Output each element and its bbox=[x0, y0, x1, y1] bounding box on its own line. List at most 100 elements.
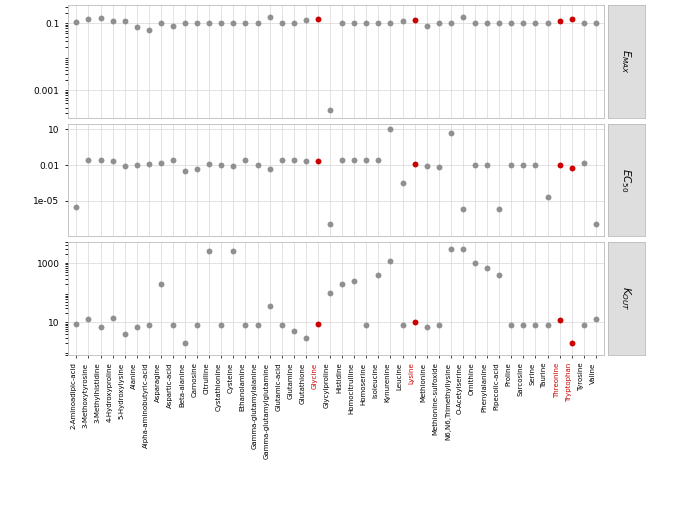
Point bbox=[373, 271, 384, 279]
Point bbox=[301, 157, 312, 165]
Point bbox=[481, 18, 492, 26]
Point bbox=[385, 257, 396, 265]
Text: $K_{OUT}$: $K_{OUT}$ bbox=[619, 286, 634, 311]
Point bbox=[397, 321, 408, 330]
Point bbox=[458, 205, 469, 213]
Point bbox=[71, 320, 81, 328]
Point bbox=[494, 18, 504, 26]
Point bbox=[421, 162, 432, 170]
Point bbox=[325, 106, 335, 114]
Point bbox=[180, 339, 191, 347]
Point bbox=[409, 318, 420, 327]
Point bbox=[71, 203, 81, 211]
Point bbox=[433, 18, 444, 26]
Point bbox=[518, 18, 529, 26]
Point bbox=[264, 13, 275, 21]
Point bbox=[579, 321, 589, 330]
Point bbox=[180, 167, 191, 175]
Point bbox=[506, 18, 517, 26]
Point bbox=[276, 321, 287, 330]
Point bbox=[542, 193, 553, 201]
Point bbox=[385, 18, 396, 26]
Point bbox=[168, 157, 179, 165]
Point bbox=[95, 323, 106, 331]
Point bbox=[579, 159, 589, 167]
Point bbox=[579, 18, 589, 26]
Point bbox=[470, 259, 481, 267]
Text: $EC_{50}$: $EC_{50}$ bbox=[619, 168, 634, 192]
Point bbox=[591, 315, 602, 323]
Point bbox=[240, 321, 251, 330]
Point bbox=[264, 165, 275, 173]
Point bbox=[542, 321, 553, 330]
Point bbox=[276, 156, 287, 164]
Point bbox=[180, 18, 191, 26]
Point bbox=[433, 321, 444, 330]
Point bbox=[240, 156, 251, 164]
Point bbox=[409, 160, 420, 168]
Point bbox=[506, 161, 517, 169]
Point bbox=[506, 321, 517, 330]
Point bbox=[204, 19, 215, 27]
Point bbox=[143, 160, 154, 168]
Point bbox=[95, 14, 106, 22]
Point bbox=[107, 314, 118, 322]
Point bbox=[228, 18, 239, 26]
Point bbox=[554, 316, 565, 324]
Point bbox=[252, 18, 263, 26]
Point bbox=[301, 16, 312, 24]
Point bbox=[131, 23, 142, 31]
Point bbox=[312, 320, 323, 328]
Point bbox=[216, 161, 227, 169]
Point bbox=[216, 18, 227, 26]
Point bbox=[458, 13, 469, 21]
Point bbox=[240, 18, 251, 26]
Point bbox=[204, 160, 215, 168]
Point bbox=[518, 321, 529, 330]
Point bbox=[228, 247, 239, 256]
Point bbox=[276, 18, 287, 26]
Point bbox=[458, 245, 469, 253]
Point bbox=[120, 162, 130, 170]
Point bbox=[95, 156, 106, 164]
Point bbox=[421, 22, 432, 30]
Point bbox=[204, 247, 215, 256]
Point bbox=[325, 288, 335, 297]
Point bbox=[131, 323, 142, 331]
Point bbox=[470, 161, 481, 169]
Point bbox=[530, 321, 541, 330]
Point bbox=[131, 160, 142, 168]
Point bbox=[591, 19, 602, 27]
Point bbox=[591, 221, 602, 229]
Point bbox=[312, 157, 323, 165]
Point bbox=[228, 162, 239, 170]
Point bbox=[83, 315, 94, 323]
Point bbox=[361, 321, 371, 330]
Point bbox=[445, 245, 456, 253]
Point bbox=[337, 156, 348, 164]
Text: $E_{MAX}$: $E_{MAX}$ bbox=[619, 49, 634, 74]
Point bbox=[155, 280, 166, 288]
Point bbox=[554, 17, 565, 25]
Point bbox=[337, 18, 348, 26]
Point bbox=[120, 330, 130, 338]
Point bbox=[349, 18, 360, 26]
Point bbox=[554, 160, 565, 168]
Point bbox=[289, 327, 299, 335]
Point bbox=[433, 163, 444, 171]
Point bbox=[566, 339, 577, 347]
Point bbox=[143, 321, 154, 330]
Point bbox=[421, 323, 432, 331]
Point bbox=[361, 156, 371, 164]
Point bbox=[373, 156, 384, 164]
Point bbox=[325, 221, 335, 229]
Point bbox=[566, 164, 577, 172]
Point bbox=[445, 18, 456, 26]
Point bbox=[71, 18, 81, 26]
Point bbox=[542, 18, 553, 26]
Point bbox=[155, 159, 166, 167]
Point bbox=[397, 17, 408, 25]
Point bbox=[494, 271, 504, 279]
Point bbox=[530, 18, 541, 26]
Point bbox=[120, 17, 130, 25]
